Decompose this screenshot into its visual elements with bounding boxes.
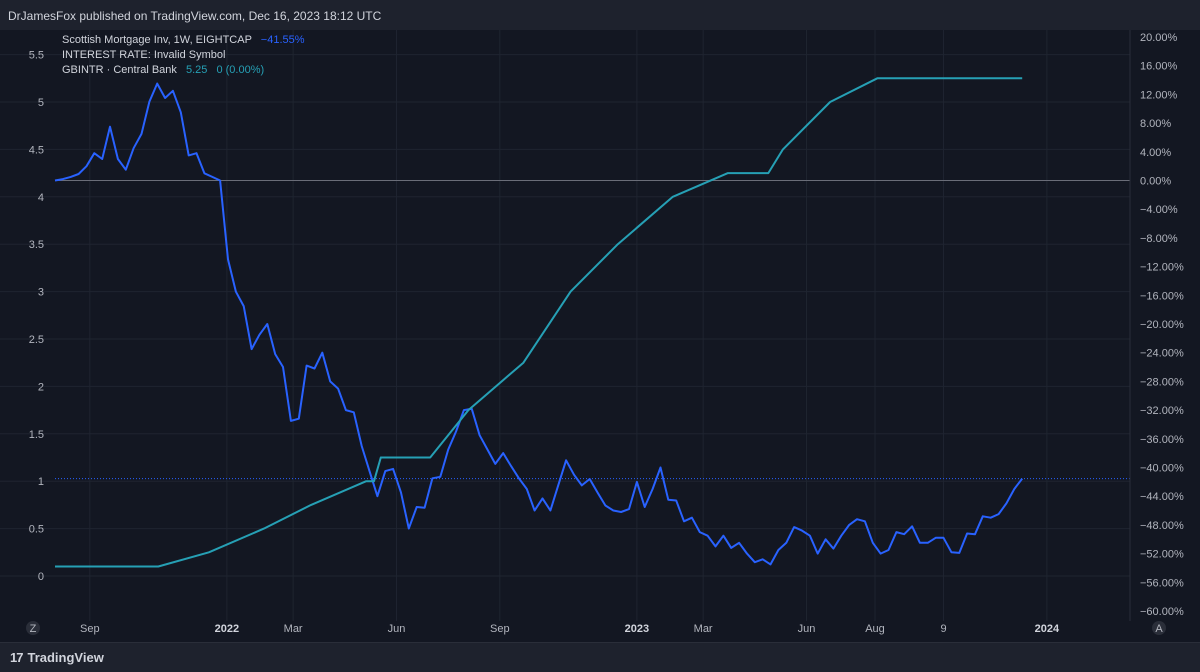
auto-scale-label: A	[1155, 623, 1163, 635]
legend-series-1[interactable]: Scottish Mortgage Inv, 1W, EIGHTCAP −41.…	[62, 34, 305, 46]
chart-area[interactable]: 0 0.5 1 1.5 2 2.5 3 3.5 4 4.5 5 5.5 20.00% 16.00% 12.…	[0, 30, 1200, 642]
legend-series-3-value: 5.25	[186, 64, 207, 76]
legend-series-3[interactable]: GBINTR · Central Bank 5.25 0 (0.00%)	[62, 64, 264, 76]
right-axis-tick-label: −44.00%	[1140, 491, 1184, 503]
legend-series-2[interactable]: INTEREST RATE: Invalid Symbol	[62, 49, 225, 61]
right-axis-tick-label: −24.00%	[1140, 348, 1184, 360]
right-percent-axis[interactable]: 20.00% 16.00% 12.00% 8.00% 4.00% 0.00% −4.00% −…	[1129, 30, 1184, 621]
right-axis-tick-label: −28.00%	[1140, 376, 1184, 388]
legend-series-2-label: INTEREST RATE: Invalid Symbol	[62, 49, 225, 61]
left-axis-tick-label: 5.5	[29, 50, 44, 62]
right-axis-tick-label: 8.00%	[1140, 118, 1171, 130]
scale-z-button[interactable]: Z	[26, 621, 40, 635]
right-axis-tick-label: 20.00%	[1140, 32, 1178, 44]
series-lines	[54, 77, 1023, 568]
chart-background	[0, 30, 1200, 642]
right-axis-tick-label: 12.00%	[1140, 89, 1178, 101]
left-axis-tick-label: 4.5	[29, 144, 44, 156]
right-axis-tick-label: 4.00%	[1140, 147, 1171, 159]
right-axis-tick-label: 0.00%	[1140, 176, 1171, 188]
tradingview-logo-text: TradingView	[27, 650, 104, 665]
left-price-axis[interactable]: 0 0.5 1 1.5 2 2.5 3 3.5 4 4.5 5 5.5	[29, 50, 44, 583]
time-axis-tick-label: Aug	[865, 623, 885, 635]
publish-header: DrJamesFox published on TradingView.com,…	[0, 0, 1200, 31]
left-axis-tick-label: 0.5	[29, 524, 44, 536]
right-axis-tick-label: −48.00%	[1140, 520, 1184, 532]
right-axis-tick-label: −16.00%	[1140, 290, 1184, 302]
left-axis-tick-label: 2	[38, 381, 44, 393]
left-axis-tick-label: 0	[38, 571, 44, 583]
left-axis-tick-label: 3	[38, 287, 44, 299]
right-axis-tick-label: −52.00%	[1140, 549, 1184, 561]
time-axis-tick-label: Sep	[490, 623, 510, 635]
legend-series-1-label: Scottish Mortgage Inv, 1W, EIGHTCAP	[62, 34, 252, 46]
footer-bar: 17 TradingView	[0, 642, 1200, 672]
right-axis-tick-label: 16.00%	[1140, 61, 1178, 73]
legend-series-3-change: 0 (0.00%)	[216, 64, 264, 76]
legend-series-1-value: −41.55%	[261, 34, 305, 46]
left-axis-tick-label: 5	[38, 97, 44, 109]
time-axis-tick-label: 2022	[215, 623, 239, 635]
right-axis-tick-label: −40.00%	[1140, 463, 1184, 475]
legend-series-3-label: GBINTR · Central Bank	[62, 64, 177, 76]
right-axis-tick-label: −8.00%	[1140, 233, 1178, 245]
interest-rate-line	[55, 77, 1023, 568]
time-axis-tick-label: Jun	[798, 623, 816, 635]
left-axis-tick-label: 2.5	[29, 334, 44, 346]
reference-lines	[55, 180, 1130, 480]
time-axis-tick-label: Mar	[284, 623, 303, 635]
right-axis-tick-label: −36.00%	[1140, 434, 1184, 446]
time-axis-tick-label: Mar	[694, 623, 713, 635]
tradingview-logo[interactable]: 17 TradingView	[10, 650, 104, 665]
left-axis-tick-label: 4	[38, 192, 44, 204]
time-axis[interactable]: Sep 2022 Mar Jun Sep 2023 Mar Jun Aug 9 2024	[80, 623, 1060, 635]
right-axis-tick-label: −4.00%	[1140, 204, 1178, 216]
grid-lines	[0, 30, 1130, 621]
publish-info-text: DrJamesFox published on TradingView.com,…	[8, 9, 382, 23]
right-axis-tick-label: −32.00%	[1140, 405, 1184, 417]
time-axis-tick-label: 2023	[625, 623, 649, 635]
right-axis-tick-label: −60.00%	[1140, 606, 1184, 618]
tradingview-logo-icon: 17	[10, 650, 24, 665]
time-axis-tick-label: Sep	[80, 623, 100, 635]
auto-scale-button[interactable]: A	[1152, 621, 1166, 635]
scale-z-label: Z	[30, 623, 37, 635]
scottish-mortgage-line	[54, 82, 1023, 566]
right-axis-tick-label: −20.00%	[1140, 319, 1184, 331]
time-axis-tick-label: 9	[940, 623, 946, 635]
time-axis-tick-label: 2024	[1035, 623, 1060, 635]
chart-legend: Scottish Mortgage Inv, 1W, EIGHTCAP −41.…	[62, 34, 305, 76]
time-axis-tick-label: Jun	[388, 623, 406, 635]
left-axis-tick-label: 3.5	[29, 239, 44, 251]
right-axis-tick-label: −12.00%	[1140, 262, 1184, 274]
left-axis-tick-label: 1.5	[29, 429, 44, 441]
right-axis-tick-label: −56.00%	[1140, 577, 1184, 589]
left-axis-tick-label: 1	[38, 476, 44, 488]
